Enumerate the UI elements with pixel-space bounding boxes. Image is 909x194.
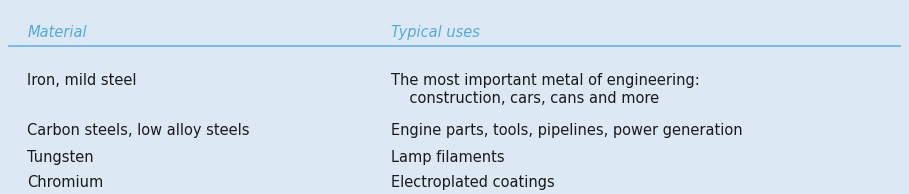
Text: Typical uses: Typical uses (391, 25, 480, 40)
Text: Electroplated coatings: Electroplated coatings (391, 175, 554, 190)
Text: Tungsten: Tungsten (27, 150, 94, 165)
Text: Iron, mild steel: Iron, mild steel (27, 73, 136, 88)
Text: Material: Material (27, 25, 87, 40)
Text: Engine parts, tools, pipelines, power generation: Engine parts, tools, pipelines, power ge… (391, 123, 743, 138)
Text: Lamp filaments: Lamp filaments (391, 150, 504, 165)
Text: Carbon steels, low alloy steels: Carbon steels, low alloy steels (27, 123, 250, 138)
Text: The most important metal of engineering:
    construction, cars, cans and more: The most important metal of engineering:… (391, 73, 700, 106)
Text: Chromium: Chromium (27, 175, 104, 190)
